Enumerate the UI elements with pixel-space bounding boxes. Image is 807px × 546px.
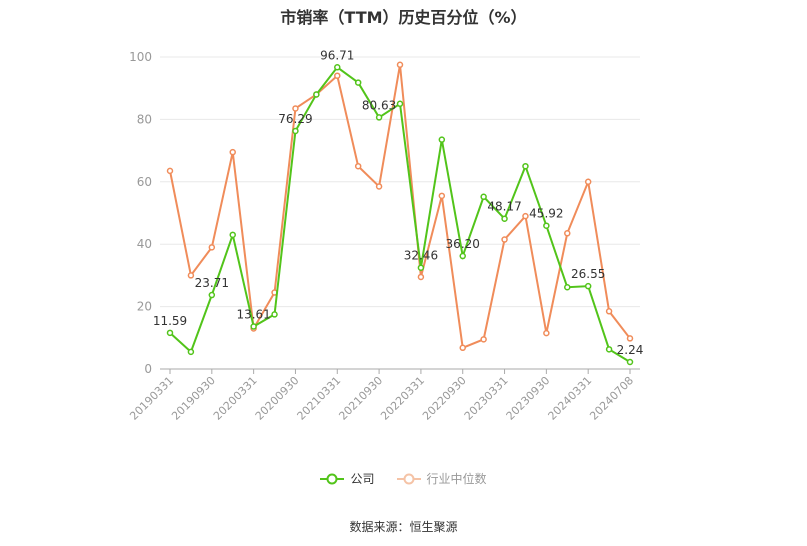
data-label: 80.63	[362, 98, 396, 112]
y-tick-label: 100	[129, 50, 152, 64]
industry-point	[334, 72, 341, 79]
x-tick-label: 20230331	[462, 374, 511, 423]
company-point	[522, 162, 529, 170]
data-source: 数据来源：恒生聚源	[349, 520, 458, 534]
x-tick-label: 20190331	[127, 374, 176, 423]
company-point	[271, 311, 278, 318]
grid-layer	[160, 56, 640, 308]
industry-point	[208, 244, 216, 251]
company-point	[501, 215, 508, 222]
x-tick-label: 20240331	[546, 374, 595, 423]
x-tick-label: 20190930	[169, 374, 218, 423]
legend: 公司 行业中位数	[0, 470, 807, 487]
y-tick-label: 20	[137, 300, 152, 314]
industry-point	[501, 236, 508, 243]
company-point	[480, 193, 487, 201]
legend-item-company[interactable]: 公司	[320, 470, 375, 487]
industry-point	[417, 273, 425, 281]
industry-point	[229, 148, 236, 156]
x-tick-label: 20240708	[587, 374, 636, 423]
data-label: 2.24	[617, 343, 644, 357]
industry-point	[564, 230, 571, 237]
data-label: 26.55	[571, 267, 605, 281]
data-label: 36.20	[446, 237, 480, 251]
company-point	[605, 346, 613, 353]
industry-point	[166, 167, 174, 175]
x-tick-label: 20200930	[253, 374, 302, 423]
data-label: 76.29	[278, 112, 312, 126]
company-point	[187, 348, 195, 356]
industry-point	[438, 192, 446, 200]
company-point	[229, 231, 236, 239]
data-label: 96.71	[320, 48, 354, 62]
industry-point	[375, 183, 383, 190]
x-tick-label: 20220930	[420, 374, 469, 423]
company-point	[334, 64, 341, 71]
company-point	[417, 264, 425, 271]
industry-point	[187, 272, 195, 279]
company-point	[438, 136, 446, 143]
company-point	[354, 79, 362, 86]
label-layer: 11.59 23.71 13.61 76.29 96.71 80.63 32.46 36.20…	[153, 48, 644, 357]
x-tick-label: 20210331	[295, 374, 344, 423]
data-label: 48.17	[487, 200, 521, 214]
y-tick-label: 80	[137, 112, 152, 126]
company-point	[584, 282, 592, 290]
industry-point	[605, 308, 613, 315]
y-tick-label: 40	[137, 237, 152, 251]
company-point	[459, 252, 466, 260]
x-tick-label: 20230930	[504, 374, 553, 423]
legend-company-marker-icon	[320, 473, 345, 484]
legend-industry-marker-icon	[396, 473, 421, 484]
legend-company-label: 公司	[350, 472, 375, 486]
company-point	[626, 358, 634, 366]
data-label: 23.71	[195, 276, 229, 290]
industry-point	[584, 178, 592, 186]
data-label: 13.61	[236, 308, 270, 322]
company-point	[313, 91, 320, 98]
industry-point	[396, 61, 404, 69]
industry-point	[522, 212, 529, 220]
chart-title: 市销率（TTM）历史百分位（%）	[280, 8, 527, 27]
industry-point	[480, 336, 487, 343]
company-point	[166, 329, 174, 337]
company-point	[292, 127, 299, 135]
company-point	[564, 284, 571, 291]
company-point	[375, 114, 383, 121]
industry-point	[626, 335, 634, 342]
x-tick-label: 20200331	[211, 374, 260, 423]
y-tick-label: 60	[137, 175, 152, 189]
company-point	[396, 100, 404, 108]
x-tick-label: 20220331	[378, 374, 427, 423]
y-tick-label: 0	[144, 362, 152, 376]
data-label: 32.46	[404, 249, 438, 263]
industry-point	[459, 344, 466, 352]
x-tick-label: 20210930	[336, 374, 385, 423]
company-point	[208, 291, 216, 299]
industry-point	[543, 329, 550, 337]
data-label: 11.59	[153, 314, 187, 328]
legend-industry-label: 行业中位数	[426, 472, 487, 486]
series-layer	[166, 61, 634, 366]
industry-point	[354, 162, 362, 170]
data-label: 45.92	[529, 207, 563, 221]
legend-item-industry[interactable]: 行业中位数	[396, 470, 487, 487]
company-point	[250, 323, 257, 330]
industry-point	[292, 105, 299, 112]
company-point	[543, 222, 550, 229]
